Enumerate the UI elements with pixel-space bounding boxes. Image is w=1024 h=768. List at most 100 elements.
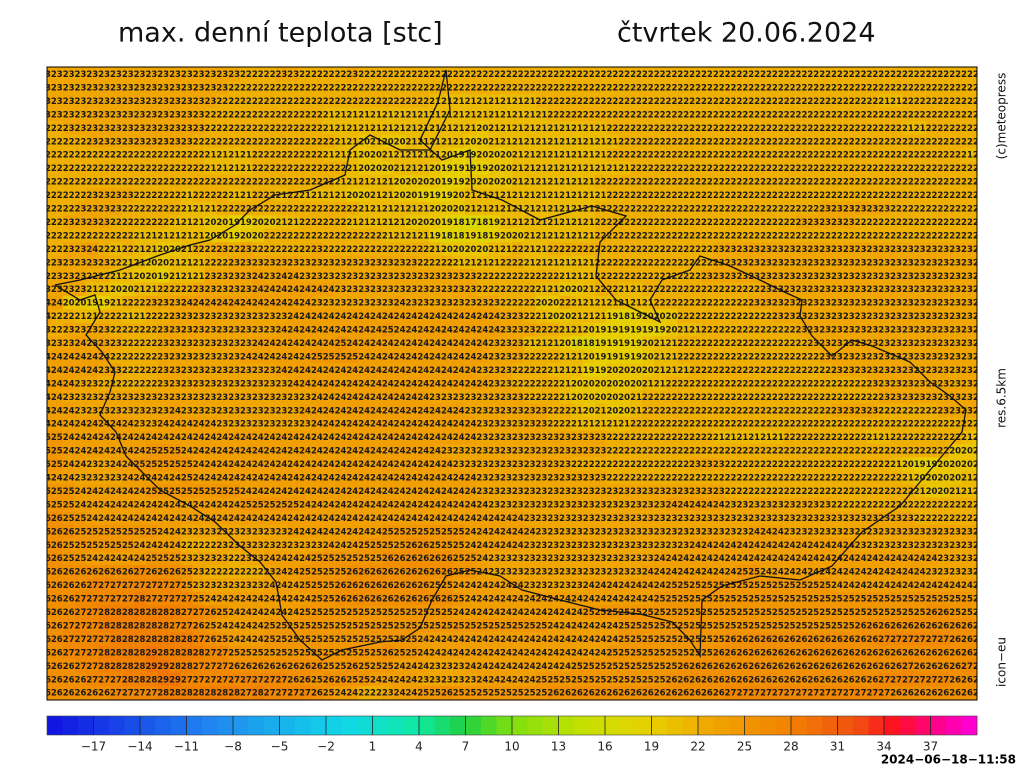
cell-value: 22 [796,164,808,174]
cell [50,67,64,82]
cell-value: 22 [595,258,607,268]
cell [370,94,383,108]
cell-value: 22 [240,124,252,134]
cell-value: 23 [75,245,87,255]
cell-value: 22 [240,97,252,107]
cell [452,80,465,95]
cell-value: 23 [86,70,98,80]
cell [760,94,773,108]
cell-value: 22 [39,137,51,147]
cell-value: 22 [760,218,772,228]
cell-value: 23 [796,218,808,228]
cell-value: 21 [405,231,417,241]
cell [50,80,64,95]
cell-value: 23 [748,245,760,255]
cell [299,80,312,95]
cell-value: 23 [205,83,217,93]
cell-value: 22 [890,83,902,93]
cell-value: 22 [630,70,642,80]
cell-value: 22 [654,205,666,215]
cell-value: 21 [323,124,335,134]
cell-value: 21 [547,205,559,215]
cell [204,67,217,82]
cell [878,80,891,95]
cell-value: 23 [772,245,784,255]
cell [842,67,855,82]
cell-value: 22 [275,83,287,93]
cell-value: 22 [476,70,488,80]
cell-value: 22 [216,124,228,134]
cell-value: 22 [701,231,713,241]
cell [606,107,619,122]
cell-value: 23 [134,137,146,147]
cell-value: 21 [524,231,536,241]
cell [547,94,560,108]
cell-value: 21 [547,231,559,241]
cell-value: 22 [169,151,181,161]
cell-value: 21 [571,124,583,134]
cell-value: 22 [843,231,855,241]
cell-value: 22 [110,178,122,188]
cell-value: 22 [807,124,819,134]
cell-value: 23 [796,258,808,268]
cell [192,107,205,122]
cell-value: 20 [358,151,370,161]
cell-value: 22 [51,178,63,188]
cell-value: 21 [559,218,571,228]
cell-value: 22 [796,137,808,147]
cell-value: 22 [110,218,122,228]
cell-value: 22 [831,191,843,201]
cell-value: 22 [358,83,370,93]
cell-value: 22 [926,110,938,120]
cell [961,80,974,95]
cell-value: 23 [86,258,98,268]
cell [665,94,678,108]
cell-value: 23 [51,97,63,107]
cell [689,80,702,95]
cell-value: 22 [287,205,299,215]
cell-value: 23 [311,258,323,268]
cell-value: 21 [488,97,500,107]
cell-value: 23 [973,258,985,268]
cell-value: 18 [476,218,488,228]
cell-value: 22 [666,191,678,201]
cell-value: 20 [145,272,157,282]
cell-value: 21 [370,178,382,188]
cell [310,94,324,108]
cell [251,94,264,108]
cell [228,107,241,122]
cell-value: 22 [973,178,985,188]
cell-value: 23 [157,124,169,134]
cell-value: 19 [465,231,477,241]
cell-value: 22 [772,110,784,120]
cell-value: 23 [63,272,75,282]
cell-value: 23 [287,70,299,80]
cell-value: 22 [914,70,926,80]
cell-value: 22 [512,83,524,93]
cell [665,80,678,95]
cell-value: 22 [926,178,938,188]
cell-value: 22 [831,231,843,241]
cell-value: 20 [441,205,453,215]
cell-value: 21 [441,97,453,107]
cell-value: 22 [571,83,583,93]
cell-value: 21 [358,218,370,228]
cell-value: 22 [264,245,276,255]
cell-value: 23 [914,258,926,268]
cell-value: 20 [453,205,465,215]
cell [760,67,773,82]
cell [322,80,335,95]
cell-value: 22 [358,231,370,241]
cell-value: 23 [796,245,808,255]
cell-value: 22 [335,205,347,215]
cell-value: 23 [181,70,193,80]
cell [405,94,418,108]
cell-value: 23 [98,258,110,268]
cell-value: 22 [855,137,867,147]
cell-value: 22 [122,178,134,188]
cell [381,94,394,108]
cell-value: 22 [630,83,642,93]
cell-value: 22 [760,151,772,161]
cell-value: 22 [346,231,358,241]
cell-value: 20 [429,164,441,174]
